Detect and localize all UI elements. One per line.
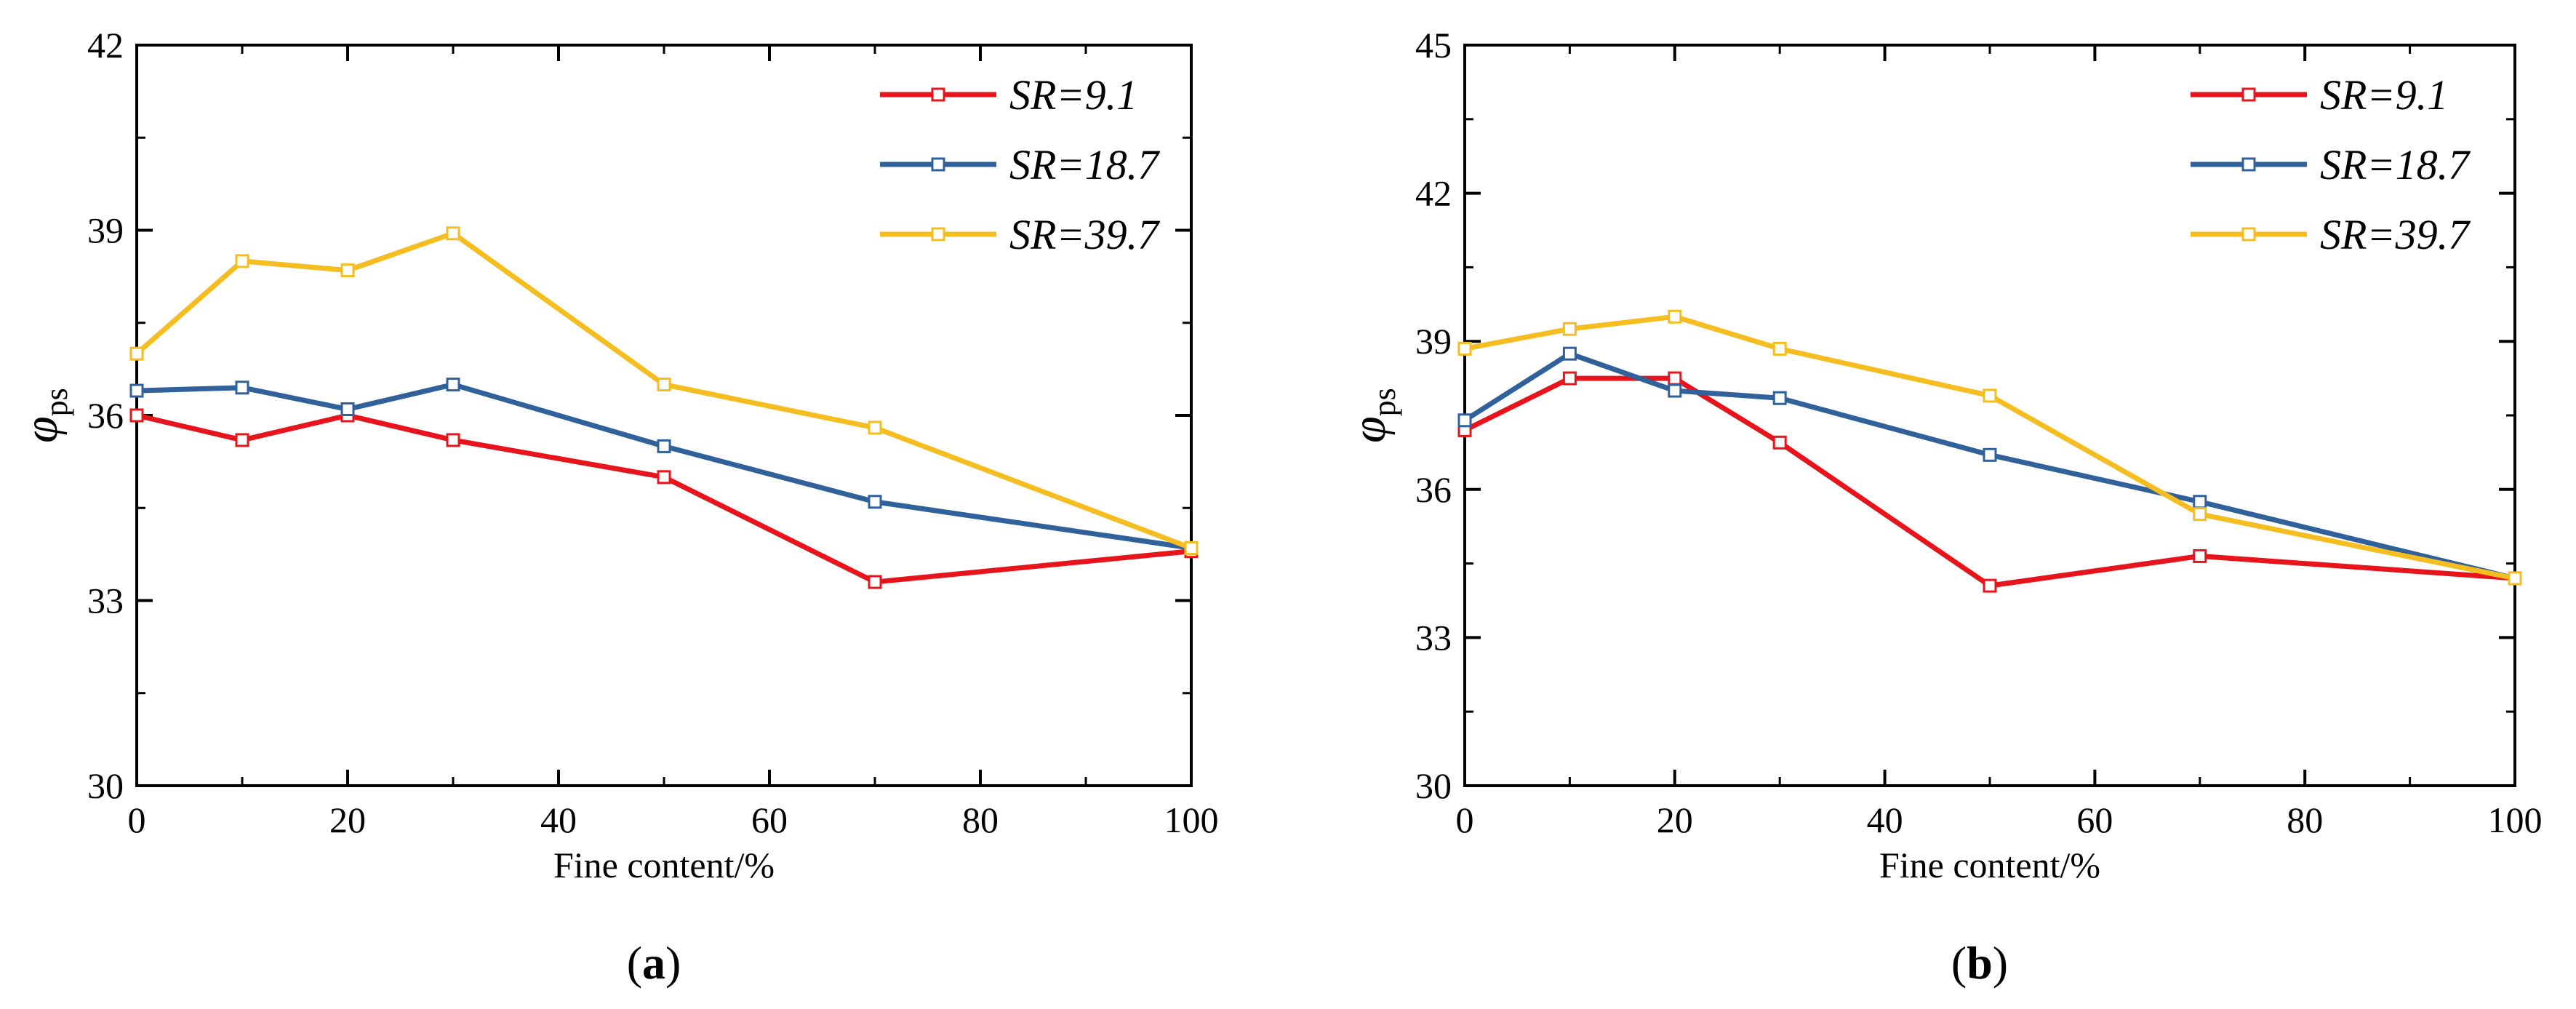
series-line [1463,375,2516,589]
data-point [1184,541,1199,555]
series-line [136,382,1192,551]
legend-label: SR=39.7 [2320,211,2471,258]
data-point [129,408,144,423]
legend-marker [931,157,945,172]
x-tick-label: 100 [2488,799,2543,840]
y-axis-symbol: φ [1343,416,1396,443]
data-point [2193,507,2207,522]
x-tick-label: 60 [751,799,788,840]
data-point [2193,549,2207,563]
chart-panel-b: 0 20 40 60 80 100 30 33 36 39 42 45 Fine content/% φp… [1343,25,2543,989]
panel-label-close: ) [665,937,681,989]
data-point [1562,322,1577,336]
x-tick-label: 40 [1867,799,1903,840]
data-point [2508,571,2522,586]
data-point [235,433,249,447]
x-tick-label: 60 [2076,799,2113,840]
data-point [446,226,460,241]
data-point [1668,309,1682,324]
y-axis-subscript: ps [1367,388,1402,416]
x-tick-label: 0 [1456,799,1474,840]
x-tick-label: 40 [540,799,577,840]
y-tick-label: 30 [1415,765,1452,806]
y-tick-label: 30 [87,765,124,806]
x-axis-title: Fine content/% [1879,845,2100,885]
legend-marker [2241,157,2256,172]
y-axis-subscript: ps [39,388,74,416]
y-tick-label: 42 [87,25,124,65]
x-tick-label: 20 [1657,799,1693,840]
series-0 [1457,371,2522,593]
data-point [129,346,144,361]
y-tick-label: 36 [87,395,124,436]
data-point [1772,435,1787,450]
legend-marker [2241,227,2256,242]
data-point [1668,371,1682,386]
data-point [1772,341,1787,356]
panel-label-letter: a [642,937,665,989]
x-tick-label: 100 [1164,799,1219,840]
x-tick-label: 20 [329,799,366,840]
y-tick-label: 39 [87,210,124,251]
series-1 [1457,346,2522,586]
legend-marker [931,227,945,242]
panel-label-open: ( [1951,937,1967,989]
data-point [129,383,144,398]
chart-panel-a: 0 20 40 60 80 100 30 33 36 39 42 Fine content/% φps S… [15,25,1219,989]
data-point [657,439,671,453]
data-point [446,433,460,447]
y-axis-title: φps [1343,388,1402,443]
data-point [2193,495,2207,509]
panel-label: (b) [1951,937,2008,989]
series-2 [1457,309,2522,586]
data-point [868,420,882,435]
x-tick-label: 80 [962,799,999,840]
data-point [657,470,671,484]
series-2 [129,226,1199,555]
panel-label-close: ) [1993,937,2008,989]
series-1 [129,378,1199,555]
legend-marker [2241,87,2256,102]
panel-label: (a) [627,937,681,989]
data-point [235,254,249,268]
data-point [868,575,882,589]
panel-label-letter: b [1967,937,1993,989]
legend-label: SR=18.7 [1009,141,1160,188]
data-point [1562,371,1577,386]
y-tick-label: 36 [1415,469,1452,510]
panel-label-open: ( [627,937,642,989]
y-tick-label: 45 [1415,25,1452,65]
data-point [1457,341,1472,356]
data-point [1668,383,1682,398]
y-axis-symbol: φ [15,416,68,443]
data-point [340,263,355,278]
series-0 [129,408,1199,589]
x-tick-label: 0 [128,799,146,840]
data-point [1562,346,1577,361]
data-point [868,495,882,509]
data-point [1983,447,1997,462]
legend-label: SR=18.7 [2320,141,2471,188]
data-point [1983,388,1997,403]
data-point [1983,578,1997,593]
data-point [1772,391,1787,405]
y-tick-label: 42 [1415,173,1452,214]
x-axis-title: Fine content/% [553,845,775,885]
y-axis-title: φps [15,388,74,443]
legend-label: SR=9.1 [1009,71,1137,119]
legend-label: SR=9.1 [2320,71,2448,119]
y-tick-label: 39 [1415,321,1452,362]
legend-label: SR=39.7 [1009,211,1160,258]
y-tick-label: 33 [87,581,124,621]
legend-marker [931,87,945,102]
x-tick-label: 80 [2287,799,2323,840]
data-point [657,378,671,392]
data-point [235,380,249,395]
data-point [340,402,355,417]
y-tick-label: 33 [1415,617,1452,658]
data-point [1457,413,1472,428]
data-point [446,378,460,392]
